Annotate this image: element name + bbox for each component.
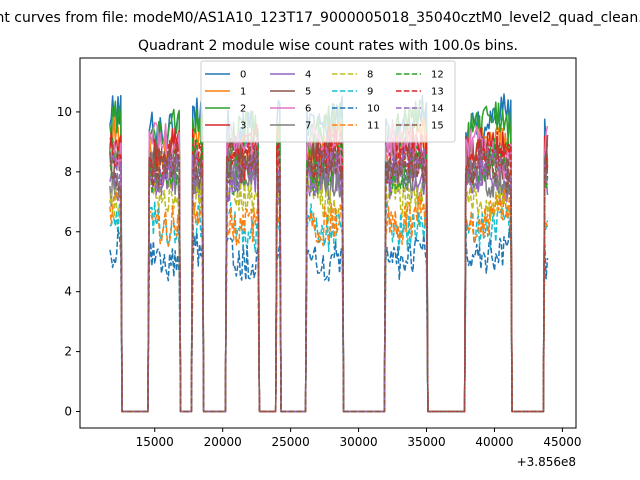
legend-label-11: 11 [367,121,380,132]
y-tick-label: 6 [64,225,72,239]
y-axis: 0 2 4 6 8 10 [57,105,80,419]
legend-label-15: 15 [431,121,444,132]
figure-suptitle: Light curves from file: modeM0/AS1A10_12… [0,10,640,26]
x-tick-label: 30000 [339,435,377,449]
legend-label-9: 9 [367,87,373,98]
y-tick-label: 8 [64,165,72,179]
y-tick-label: 2 [64,345,72,359]
legend-label-14: 14 [431,104,444,115]
legend-label-4: 4 [305,70,311,81]
legend-label-7: 7 [305,121,311,132]
x-offset-label: +3.856e8 [517,455,576,469]
legend-label-12: 12 [431,70,444,81]
legend-label-5: 5 [305,87,311,98]
series-line-14 [109,145,549,413]
legend-box [200,60,456,143]
legend-label-6: 6 [305,104,311,115]
series-line-10 [109,228,549,413]
legend-label-10: 10 [367,104,380,115]
x-tick-label: 15000 [136,435,174,449]
legend-label-2: 2 [240,104,246,115]
y-tick-label: 4 [64,285,72,299]
plot-frame [79,57,577,429]
x-tick-label: 25000 [272,435,310,449]
y-tick-label: 0 [64,405,72,419]
x-tick-label: 45000 [543,435,581,449]
y-tick-label: 10 [57,105,72,119]
x-tick-label: 40000 [475,435,513,449]
legend-label-3: 3 [240,121,246,132]
series-line-15 [109,143,549,413]
series-layer [109,93,549,413]
x-tick-label: 20000 [204,435,242,449]
legend-label-0: 0 [240,70,246,81]
legend-label-1: 1 [240,87,246,98]
chart-title: Quadrant 2 module wise count rates with … [138,38,518,54]
x-tick-label: 35000 [407,435,445,449]
legend-label-13: 13 [431,87,444,98]
x-axis: 15000 20000 25000 30000 35000 40000 45000 [136,428,582,449]
legend-label-8: 8 [367,70,373,81]
series-line-8 [109,166,549,413]
